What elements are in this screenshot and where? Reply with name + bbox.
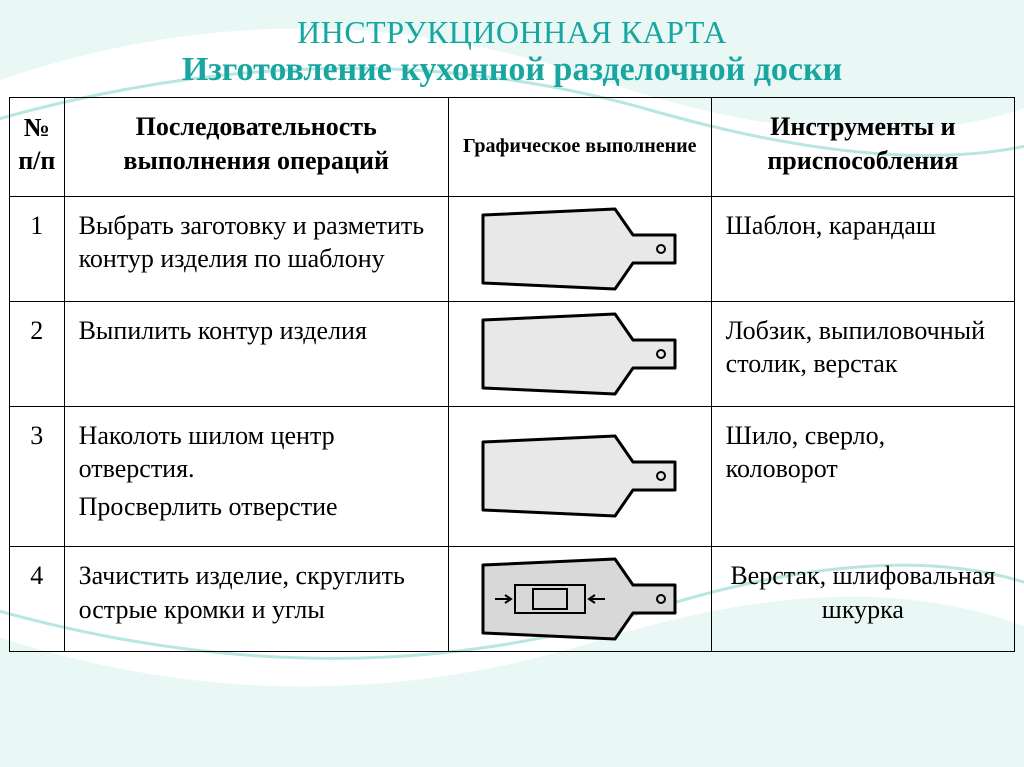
slide-content: ИНСТРУКЦИОННАЯ КАРТА Изготовление кухонн… <box>0 0 1024 652</box>
table-header-row: № п/п Последовательность выполнения опер… <box>10 98 1015 197</box>
instruction-table: № п/п Последовательность выполнения опер… <box>9 97 1015 652</box>
cell-operation: Зачистить изделие, скруглить острые кром… <box>64 546 448 651</box>
cell-num: 1 <box>10 196 65 301</box>
col-header-num: № п/п <box>10 98 65 197</box>
cell-operation: Наколоть шилом центр отверстия.Просверли… <box>64 406 448 546</box>
operation-text: Выпилить контур изделия <box>79 314 434 348</box>
cell-graphic <box>448 301 711 406</box>
cell-tools: Лобзик, выпиловочный столик, верстак <box>711 301 1014 406</box>
operation-text: Наколоть шилом центр отверстия. <box>79 419 434 487</box>
table-row: 2 Выпилить контур изделия Лобзик, выпилов… <box>10 301 1015 406</box>
cell-graphic <box>448 196 711 301</box>
operation-text: Зачистить изделие, скруглить острые кром… <box>79 559 434 627</box>
col-header-tools: Инструменты и приспособления <box>711 98 1014 197</box>
cutting-board-icon <box>475 432 685 520</box>
cell-num: 2 <box>10 301 65 406</box>
cell-num: 3 <box>10 406 65 546</box>
table-row: 3Наколоть шилом центр отверстия.Просверл… <box>10 406 1015 546</box>
cutting-board-icon <box>475 205 685 293</box>
operation-text: Выбрать заготовку и разметить контур изд… <box>79 209 434 277</box>
table-body: 1Выбрать заготовку и разметить контур из… <box>10 196 1015 651</box>
operation-text: Просверлить отверстие <box>79 490 434 524</box>
title-line-2: Изготовление кухонной разделочной доски <box>0 51 1024 89</box>
cutting-board-icon <box>475 555 685 643</box>
cell-num: 4 <box>10 546 65 651</box>
table-row: 4Зачистить изделие, скруглить острые кро… <box>10 546 1015 651</box>
cell-graphic <box>448 406 711 546</box>
col-header-op: Последовательность выполнения операций <box>64 98 448 197</box>
col-header-graphic: Графическое выполнение <box>448 98 711 197</box>
cell-tools: Верстак, шлифовальная шкурка <box>711 546 1014 651</box>
cell-graphic <box>448 546 711 651</box>
table-row: 1Выбрать заготовку и разметить контур из… <box>10 196 1015 301</box>
cell-operation: Выбрать заготовку и разметить контур изд… <box>64 196 448 301</box>
cell-tools: Шаблон, карандаш <box>711 196 1014 301</box>
cutting-board-icon <box>475 310 685 398</box>
cell-operation: Выпилить контур изделия <box>64 301 448 406</box>
cell-tools: Шило, сверло, коловорот <box>711 406 1014 546</box>
title-line-1: ИНСТРУКЦИОННАЯ КАРТА <box>0 14 1024 51</box>
title-block: ИНСТРУКЦИОННАЯ КАРТА Изготовление кухонн… <box>0 0 1024 97</box>
